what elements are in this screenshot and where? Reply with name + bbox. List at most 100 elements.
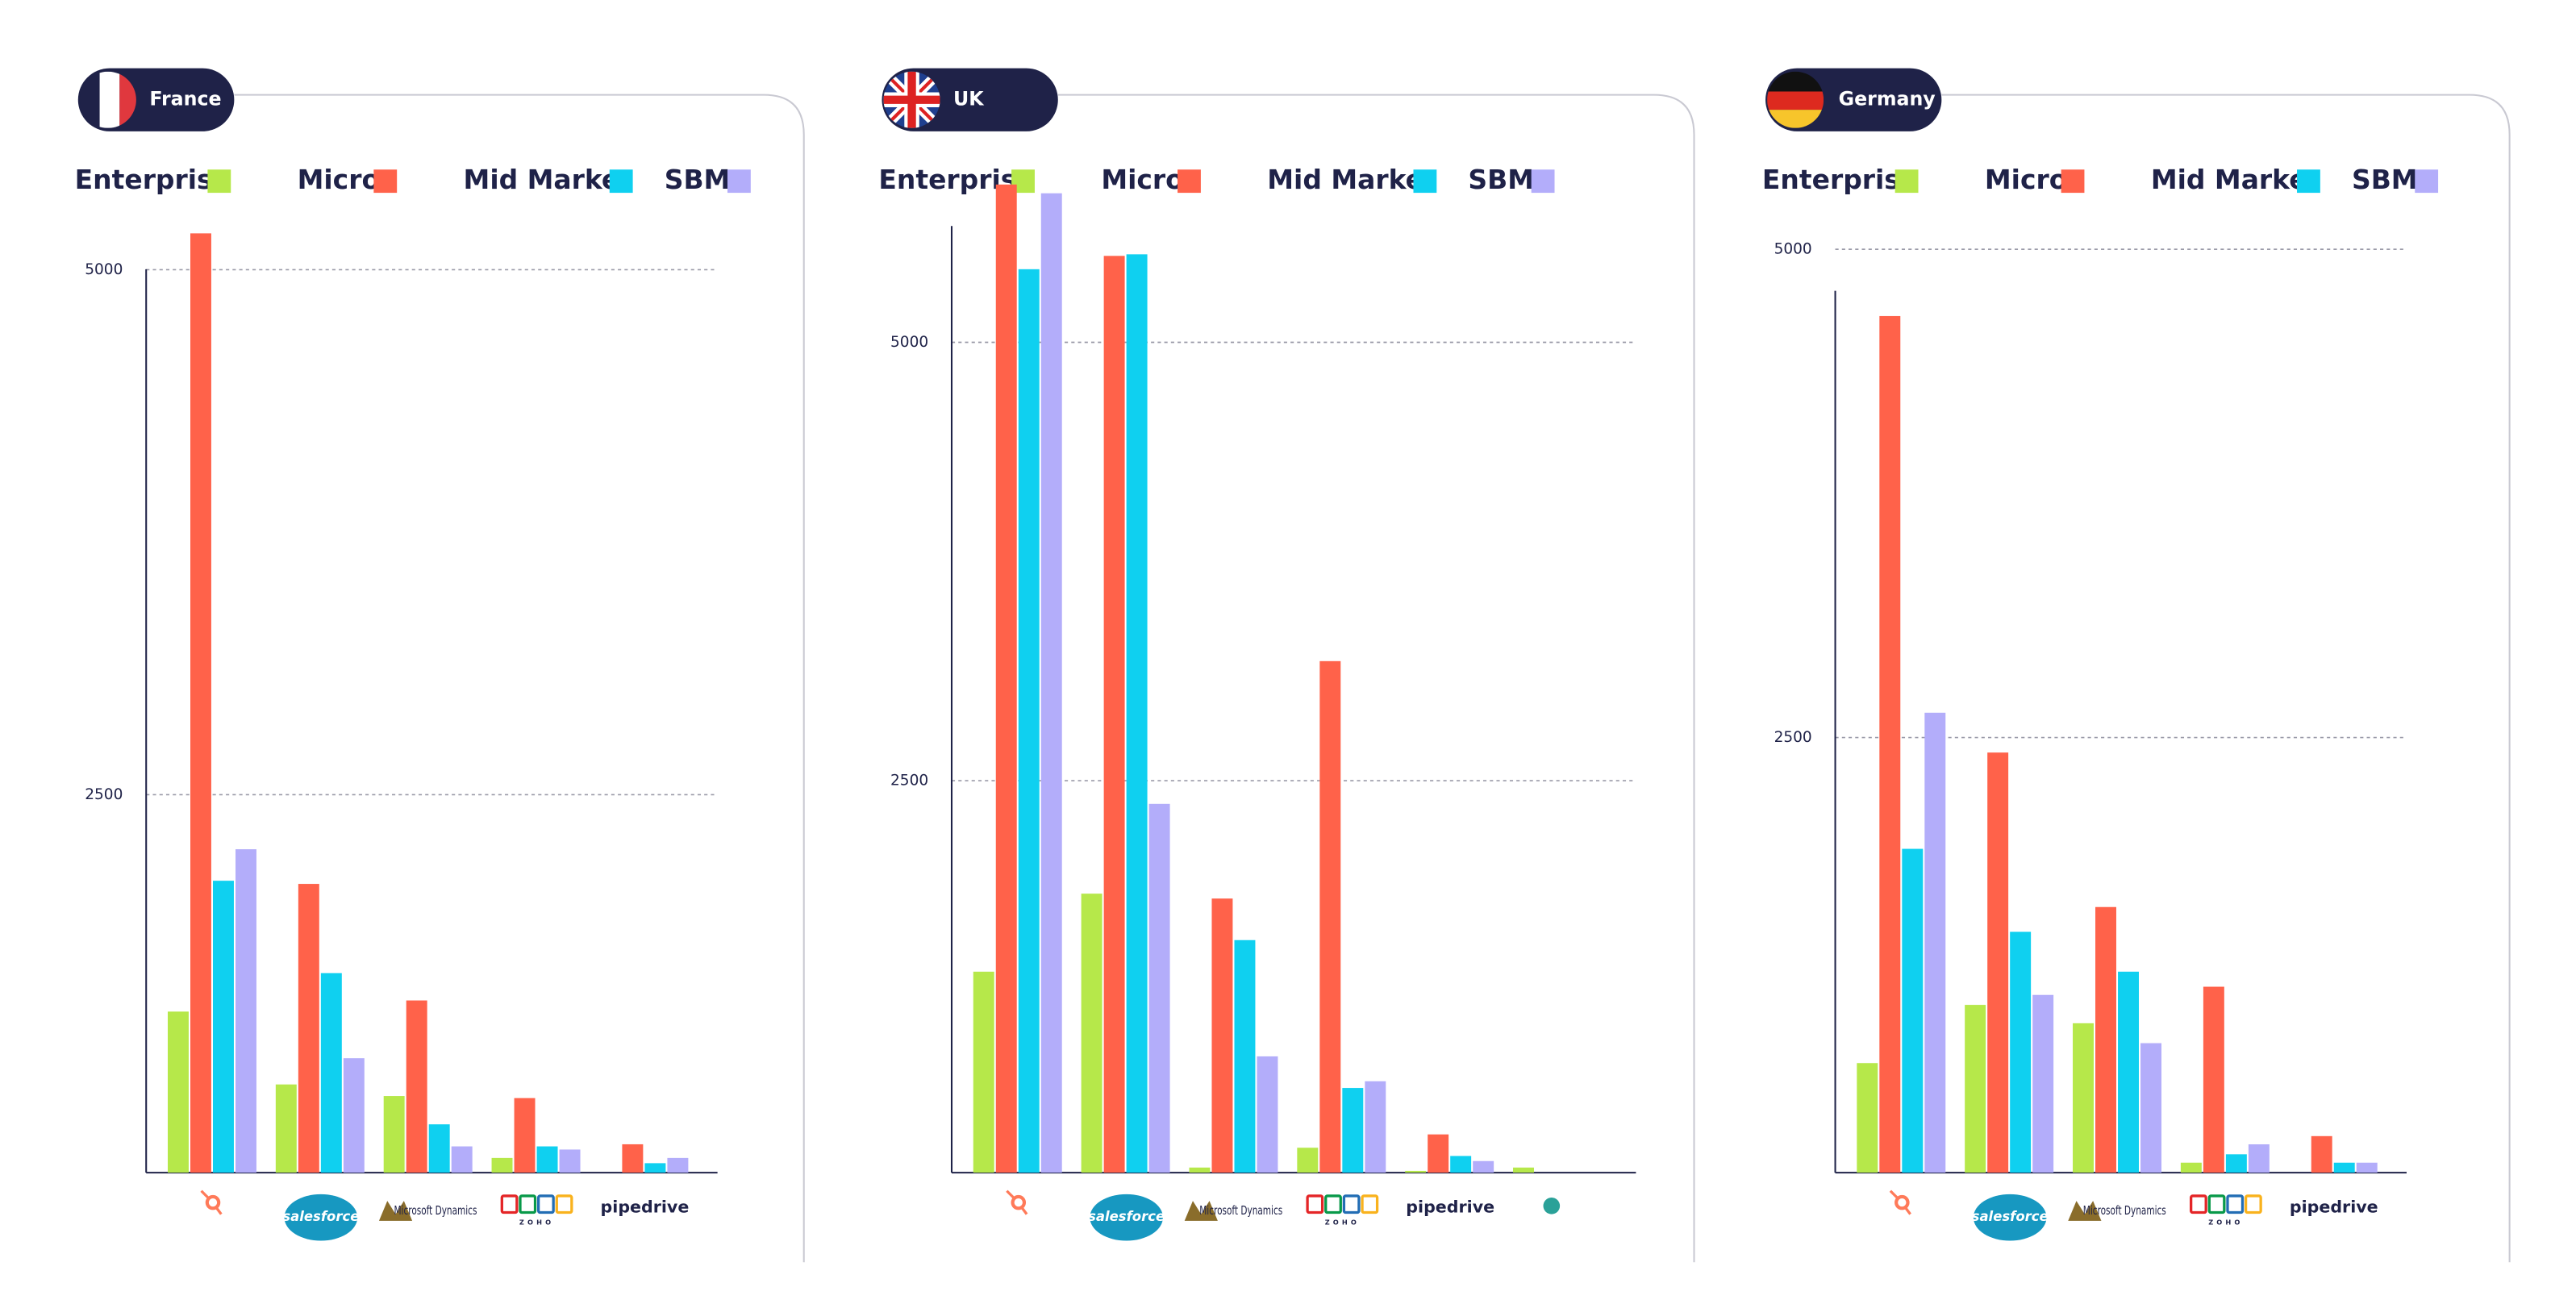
legend-label: Mid Market: [464, 164, 632, 195]
bar: [2311, 1135, 2332, 1173]
x-tick-label: salesforce: [1972, 1209, 2049, 1224]
legend-label: Enterprise: [75, 164, 231, 195]
legend-label: Mid Market: [2151, 164, 2320, 195]
x-tick-label: Microsoft Dynamics: [1199, 1203, 1282, 1218]
legend-label: Micro: [1985, 164, 2067, 195]
bar: [1342, 1088, 1364, 1173]
y-tick-label: 2500: [1774, 729, 1812, 746]
bar: [1879, 315, 1901, 1173]
logo-cloud: [284, 1194, 358, 1241]
logo-box: [2190, 1194, 2207, 1214]
bar: [451, 1146, 473, 1173]
bar: [275, 1084, 297, 1173]
bar: [2203, 986, 2224, 1173]
card-border: [1057, 94, 1695, 1263]
logo-icon: [1184, 1201, 1218, 1221]
bar: [1257, 1056, 1278, 1173]
bar: [2248, 1144, 2270, 1173]
bar: [2073, 1023, 2094, 1173]
logo-icon: [1889, 1189, 1911, 1215]
bar: [514, 1098, 536, 1173]
bar: [2180, 1162, 2202, 1173]
legend-swatch: [1531, 169, 1555, 194]
bar: [298, 884, 319, 1173]
x-tick-label: ZOHO: [1325, 1218, 1360, 1226]
legend-swatch: [373, 169, 398, 194]
bar: [622, 1144, 644, 1173]
bar: [213, 881, 234, 1173]
x-tick-label: ZOHO: [519, 1218, 554, 1226]
logo-box: [1306, 1194, 1324, 1214]
y-tick-label: 5000: [85, 261, 123, 278]
legend-swatch: [1894, 169, 1919, 194]
bar: [536, 1146, 558, 1173]
logo-box: [536, 1194, 555, 1214]
bar: [1428, 1134, 1449, 1173]
logo-icon: [2068, 1201, 2102, 1221]
bar: [1103, 256, 1125, 1173]
bar: [559, 1149, 581, 1173]
bar: [236, 849, 256, 1173]
legend-swatch: [727, 169, 751, 194]
logo-icon: [1543, 1197, 1561, 1214]
logo-icon: [200, 1189, 223, 1215]
logo-box: [500, 1194, 519, 1214]
legend-label: SBM: [665, 164, 731, 195]
legend-swatch: [207, 169, 231, 194]
legend-swatch: [609, 169, 633, 194]
bar: [167, 1011, 189, 1173]
bar: [1148, 803, 1170, 1173]
x-tick-label: pipedrive: [2290, 1197, 2378, 1216]
bar: [1018, 269, 1040, 1173]
bar: [1126, 254, 1148, 1173]
bar: [644, 1163, 666, 1173]
bar: [2118, 971, 2139, 1173]
bar: [320, 973, 342, 1173]
bar: [1040, 193, 1062, 1173]
bar: [667, 1157, 689, 1173]
bar: [1365, 1081, 1386, 1173]
legend-label: SBM: [2352, 164, 2418, 195]
bar: [1987, 752, 2009, 1173]
logo-cloud: [1090, 1194, 1163, 1241]
bar: [1924, 712, 1946, 1173]
bar: [1211, 898, 1233, 1173]
bar: [1189, 1167, 1211, 1173]
bar: [1473, 1160, 1494, 1173]
bar: [428, 1124, 450, 1173]
x-tick-label: pipedrive: [601, 1197, 690, 1216]
bar: [1965, 1005, 1986, 1173]
logo-box: [2226, 1194, 2245, 1214]
x-tick-label: salesforce: [282, 1209, 359, 1224]
logo-box: [1324, 1194, 1342, 1214]
logo-cloud: [1973, 1194, 2047, 1241]
x-tick-label: ZOHO: [2208, 1218, 2243, 1226]
bar: [383, 1096, 405, 1173]
logo-box: [555, 1194, 573, 1214]
bar: [2010, 931, 2032, 1173]
legend-label: Micro: [298, 164, 380, 195]
logo-box: [2207, 1194, 2226, 1214]
bar: [1234, 939, 1256, 1173]
bar: [406, 1000, 427, 1173]
bar: [491, 1157, 513, 1173]
bar: [2140, 1043, 2161, 1173]
chart-title: Germany: [1839, 87, 1936, 110]
legend-swatch: [2415, 169, 2439, 194]
bar: [1405, 1170, 1427, 1173]
bar: [2032, 994, 2054, 1173]
logo-icon: [1006, 1189, 1028, 1215]
bar: [343, 1058, 365, 1173]
logo-icon: [205, 1194, 221, 1210]
logo-box: [1342, 1194, 1361, 1214]
y-tick-label: 2500: [85, 786, 123, 803]
x-tick-label: Microsoft Dynamics: [394, 1203, 477, 1218]
legend-swatch: [2061, 169, 2085, 194]
legend-label: Enterprise: [1762, 164, 1918, 195]
bar: [2356, 1162, 2378, 1173]
logo-box: [519, 1194, 537, 1214]
bar: [1857, 1063, 1878, 1173]
bar: [1513, 1167, 1534, 1173]
